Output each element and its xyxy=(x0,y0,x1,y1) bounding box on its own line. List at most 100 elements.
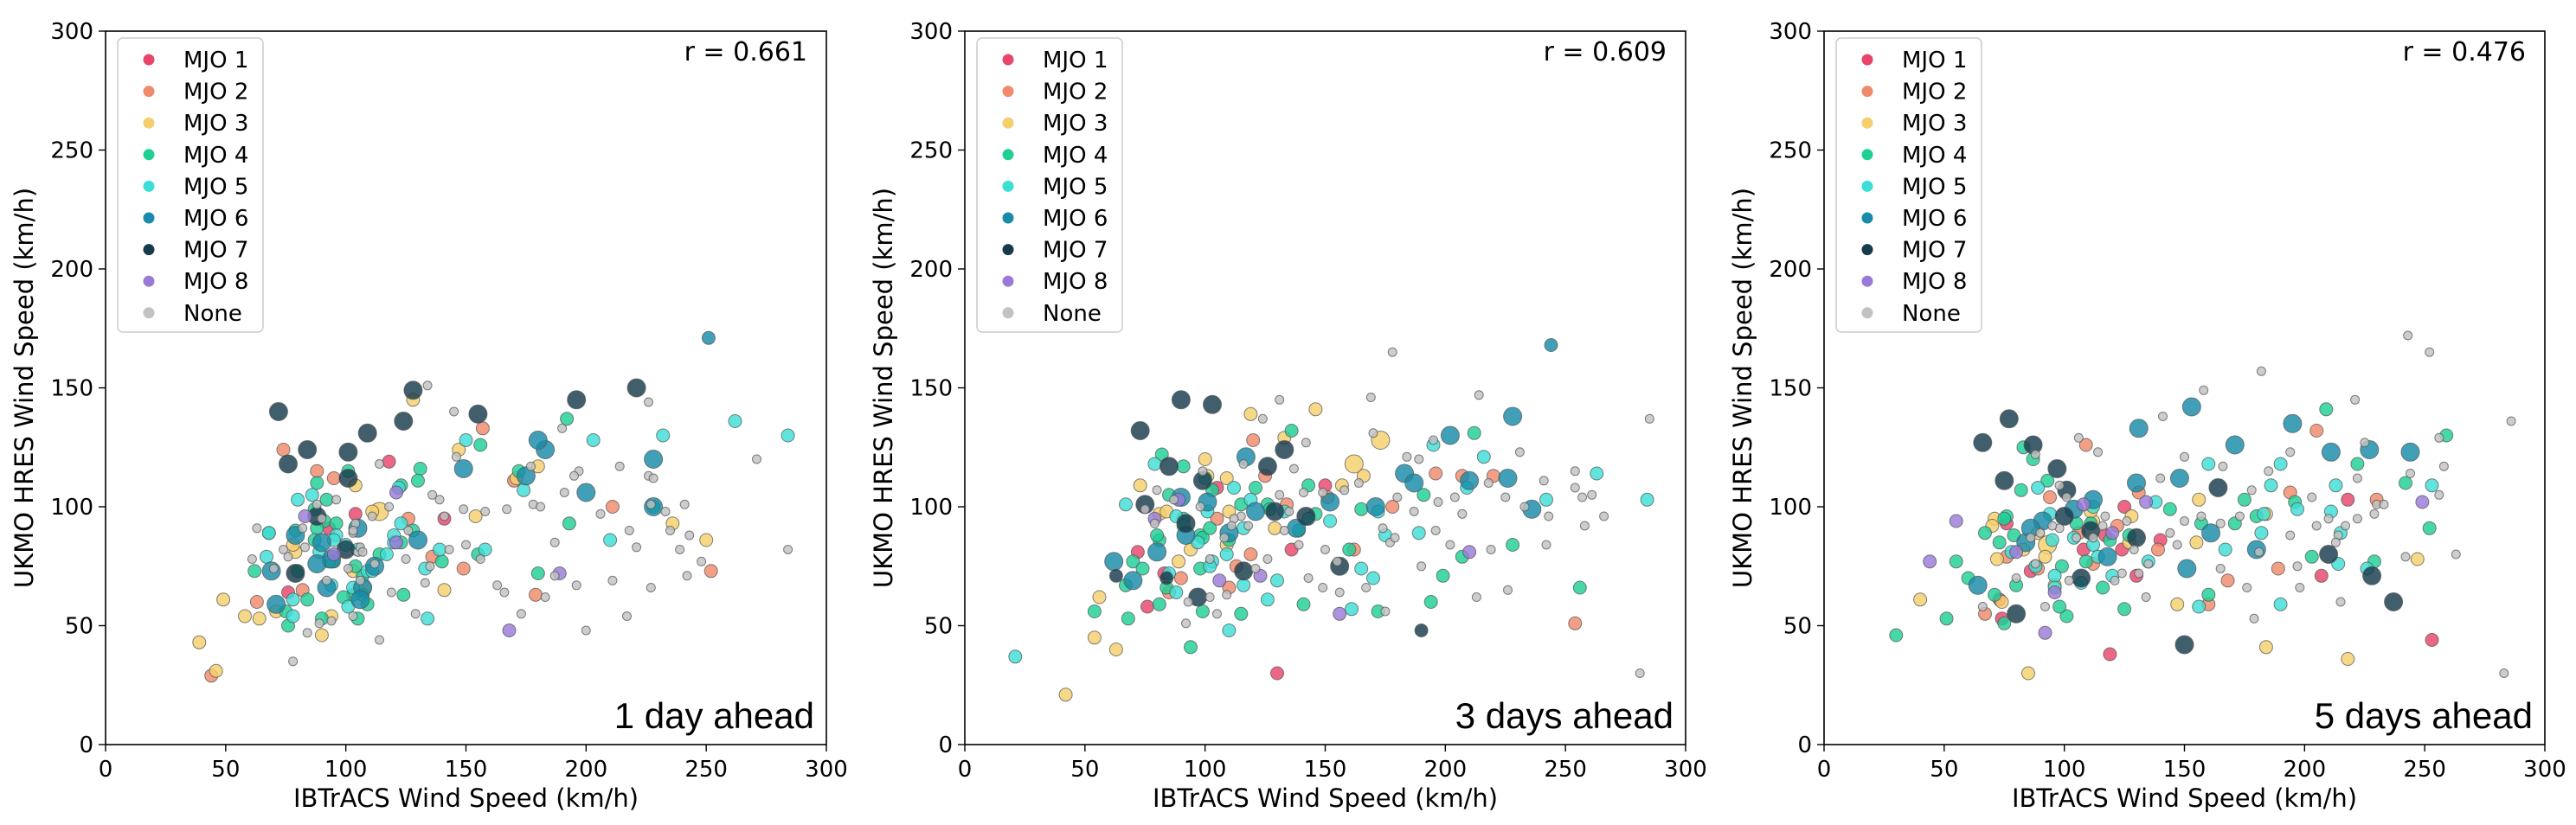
point-mjo-7 xyxy=(403,381,423,400)
point-mjo-2 xyxy=(310,464,324,478)
point-none xyxy=(1262,554,1273,564)
point-none xyxy=(2506,416,2516,426)
point-none xyxy=(1257,413,1268,424)
point-mjo-4 xyxy=(1184,640,1198,655)
legend-entry-mjo-2: MJO 2 xyxy=(183,80,248,106)
point-mjo-5 xyxy=(1411,526,1426,540)
point-none xyxy=(422,381,433,391)
y-tick-label: 50 xyxy=(65,614,93,640)
point-mjo-7 xyxy=(357,423,377,443)
point-mjo-4 xyxy=(1992,535,2007,550)
y-tick-label: 250 xyxy=(909,138,953,164)
point-none xyxy=(2215,564,2226,573)
point-mjo-8 xyxy=(2076,497,2091,512)
point-mjo-7 xyxy=(2362,566,2382,585)
point-mjo-3 xyxy=(1087,630,1102,645)
point-none xyxy=(1334,587,1345,598)
point-mjo-6 xyxy=(1147,542,1167,562)
point-mjo-5 xyxy=(1270,573,1284,588)
point-mjo-1 xyxy=(382,454,396,469)
point-mjo-7 xyxy=(1414,624,1429,637)
point-none xyxy=(2172,540,2182,550)
point-mjo-3 xyxy=(1092,590,1107,604)
point-none xyxy=(646,583,656,592)
point-mjo-4 xyxy=(473,438,488,452)
x-tick-label: 50 xyxy=(1070,757,1099,783)
point-mjo-4 xyxy=(1249,481,1262,495)
point-mjo-6 xyxy=(1246,502,1265,521)
point-mjo-7 xyxy=(567,390,587,410)
point-mjo-5 xyxy=(291,492,305,507)
legend-entry-mjo-8: MJO 8 xyxy=(1043,269,1108,295)
point-none xyxy=(2141,592,2151,602)
x-tick-label: 150 xyxy=(2163,757,2207,783)
point-mjo-2 xyxy=(2309,424,2324,438)
point-mjo-7 xyxy=(2127,528,2146,547)
point-mjo-4 xyxy=(2350,457,2365,471)
point-mjo-3 xyxy=(238,609,252,624)
point-mjo-3 xyxy=(216,592,231,607)
point-none xyxy=(2352,473,2362,483)
point-mjo-5 xyxy=(1323,514,1338,528)
y-tick-label: 250 xyxy=(1769,138,1812,164)
legend-entry-mjo-6: MJO 6 xyxy=(1043,206,1108,232)
point-none xyxy=(288,656,299,667)
point-none xyxy=(1226,521,1237,531)
point-mjo-4 xyxy=(2054,559,2069,573)
point-mjo-5 xyxy=(2290,502,2304,516)
point-mjo-2 xyxy=(249,595,264,609)
point-none xyxy=(1514,447,1525,457)
point-mjo-4 xyxy=(560,412,575,426)
point-mjo-4 xyxy=(2078,554,2093,569)
point-mjo-6 xyxy=(1498,469,1518,488)
point-none xyxy=(348,526,358,535)
legend-entry-mjo-1: MJO 1 xyxy=(1043,48,1108,74)
point-none xyxy=(384,502,395,512)
point-none xyxy=(1587,489,1597,500)
point-none xyxy=(2425,347,2435,357)
point-mjo-2 xyxy=(1210,511,1224,526)
point-none xyxy=(2117,568,2127,579)
point-mjo-6 xyxy=(2225,435,2245,455)
point-mjo-3 xyxy=(1133,478,1147,493)
point-mjo-4 xyxy=(247,564,262,579)
x-tick-label: 300 xyxy=(1664,757,1707,783)
point-mjo-4 xyxy=(1997,511,2012,526)
legend-entry-mjo-3: MJO 3 xyxy=(1902,111,1967,137)
point-none xyxy=(1486,545,1496,554)
point-mjo-3 xyxy=(2192,492,2207,507)
point-none xyxy=(2341,521,2350,531)
legend-marker xyxy=(1861,149,1873,161)
point-none xyxy=(1149,518,1160,528)
point-mjo-2 xyxy=(2220,573,2235,588)
legend-marker xyxy=(1002,54,1014,66)
x-tick-label: 0 xyxy=(99,757,113,783)
point-mjo-7 xyxy=(338,442,358,462)
legend-entry-mjo-4: MJO 4 xyxy=(1043,143,1108,169)
point-mjo-3 xyxy=(1989,552,2004,566)
point-mjo-4 xyxy=(2304,549,2319,564)
point-none xyxy=(1204,592,1215,602)
point-mjo-7 xyxy=(1296,507,1316,526)
x-tick-label: 150 xyxy=(1304,757,1347,783)
point-mjo-6 xyxy=(2097,547,2117,566)
point-mjo-7 xyxy=(1995,470,2014,490)
point-none xyxy=(2234,511,2245,521)
legend: MJO 1 MJO 2 MJO 3 MJO 4 MJO 5 MJO 6 MJO 7 MJO 8… xyxy=(117,37,264,333)
point-none xyxy=(2196,511,2207,521)
legend-entry-mjo-5: MJO 5 xyxy=(1902,174,1967,200)
point-none xyxy=(697,556,707,566)
point-mjo-8 xyxy=(1212,573,1227,588)
point-none xyxy=(1544,511,1554,521)
point-mjo-5 xyxy=(781,428,795,443)
point-none xyxy=(614,461,625,471)
point-mjo-6 xyxy=(2201,523,2220,543)
point-none xyxy=(581,625,591,636)
point-none xyxy=(444,545,454,554)
point-none xyxy=(348,611,358,621)
legend-entry-mjo-6: MJO 6 xyxy=(183,206,248,232)
point-none xyxy=(499,587,510,598)
point-mjo-5 xyxy=(1366,571,1380,585)
point-none xyxy=(595,508,606,519)
point-none xyxy=(425,561,435,572)
